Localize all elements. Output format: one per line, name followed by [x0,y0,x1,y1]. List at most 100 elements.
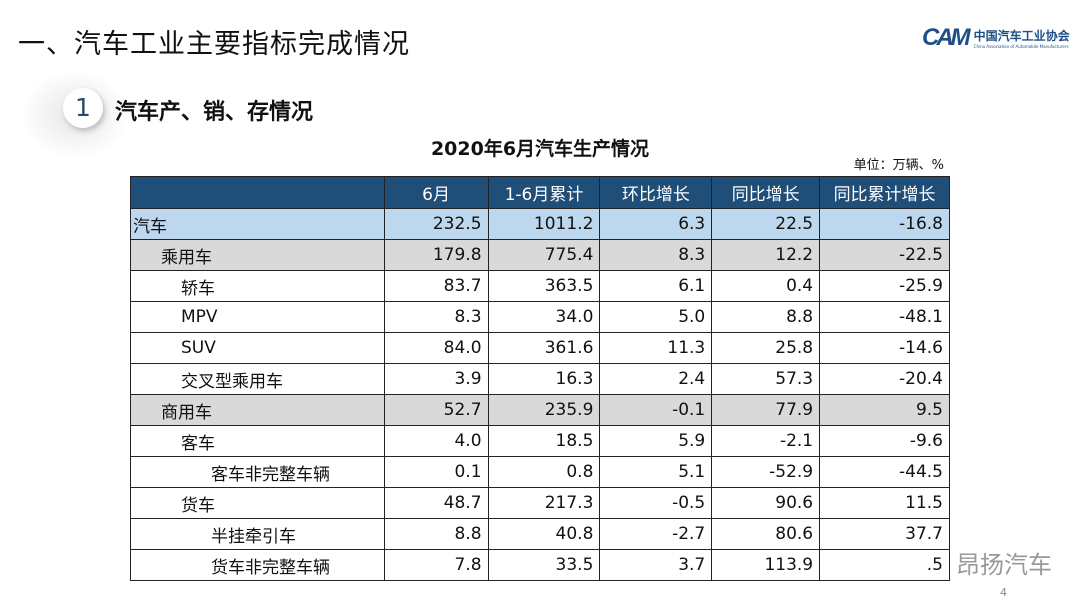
production-table: 6月 1-6月累计 环比增长 同比增长 同比累计增长 汽车 232.5 1011.2 6.3 2… [130,176,950,581]
cell-value: -2.1 [711,425,821,457]
cell-value: 361.6 [487,332,601,364]
cell-value: 8.3 [383,301,489,333]
table-row: 货车 48.7 217.3 -0.5 90.6 11.5 [130,487,950,519]
cell-value: -25.9 [819,270,950,302]
cell-value: 6.3 [599,208,713,240]
cell-value: 52.7 [383,394,489,426]
cell-value: 11.5 [819,487,950,519]
cell-value: 113.9 [711,549,821,581]
logo-mark: CAM [922,24,971,51]
cell-value: 4.0 [383,425,489,457]
section-number: 1 [63,88,103,128]
cell-value: 33.5 [487,549,601,581]
cell-value: 5.9 [599,425,713,457]
cell-value: -48.1 [819,301,950,333]
table-row: 乘用车 179.8 775.4 8.3 12.2 -22.5 [130,239,950,271]
watermark: 昂扬汽车 [956,551,1052,579]
cell-value: -14.6 [819,332,950,364]
row-label: SUV [130,332,385,364]
logo-en: China Association of Automobile Manufact… [973,44,1069,49]
cell-value: 90.6 [711,487,821,519]
row-label: 客车 [130,425,385,457]
cell-value: -44.5 [819,456,950,488]
column-header: 同比累计增长 [819,176,950,209]
cell-value: -20.4 [819,363,950,395]
row-label: 客车非完整车辆 [130,456,385,488]
cell-value: 3.7 [599,549,713,581]
row-label: 商用车 [130,394,385,426]
cell-value: 16.3 [487,363,601,395]
cell-value: -16.8 [819,208,950,240]
cell-value: 57.3 [711,363,821,395]
column-header: 6月 [383,176,489,209]
table-row: 客车非完整车辆 0.1 0.8 5.1 -52.9 -44.5 [130,456,950,488]
cell-value: -52.9 [711,456,821,488]
cell-value: -22.5 [819,239,950,271]
cell-value: 25.8 [711,332,821,364]
table-row: 客车 4.0 18.5 5.9 -2.1 -9.6 [130,425,950,457]
row-label: 交叉型乘用车 [130,363,385,395]
cell-value: 18.5 [487,425,601,457]
cell-value: 0.4 [711,270,821,302]
cell-value: .5 [819,549,950,581]
row-label: 轿车 [130,270,385,302]
table-title: 2020年6月汽车生产情况 [430,138,650,160]
table-row: 商用车 52.7 235.9 -0.1 77.9 9.5 [130,394,950,426]
cell-value: 37.7 [819,518,950,550]
column-header: 环比增长 [599,176,713,209]
table-unit: 单位：万辆、% [853,158,944,173]
cell-value: 179.8 [383,239,489,271]
cell-value: 84.0 [383,332,489,364]
cell-value: 363.5 [487,270,601,302]
table-row: 货车非完整车辆 7.8 33.5 3.7 113.9.5 [130,549,950,581]
logo-cn: 中国汽车工业协会 [973,29,1070,43]
table-row: 半挂牵引车 8.8 40.8 -2.7 80.6 37.7 [130,518,950,550]
cell-value: 7.8 [383,549,489,581]
logo: CAM 中国汽车工业协会 China Association of Automo… [922,24,1070,52]
header-row: 6月 1-6月累计 环比增长 同比增长 同比累计增长 [130,176,950,209]
row-label: 乘用车 [130,239,385,271]
column-header: 1-6月累计 [487,176,601,209]
cell-value: 48.7 [383,487,489,519]
cell-value: -9.6 [819,425,950,457]
cell-value: 217.3 [487,487,601,519]
table-row: 汽车 232.5 1011.2 6.3 22.5 -16.8 [130,208,950,240]
table-row: 交叉型乘用车 3.9 16.3 2.4 57.3 -20.4 [130,363,950,395]
cell-value: 8.3 [599,239,713,271]
row-label: 半挂牵引车 [130,518,385,550]
column-header: 同比增长 [711,176,821,209]
cell-value: 8.8 [383,518,489,550]
page-number: 4 [1000,586,1007,599]
cell-value: 775.4 [487,239,601,271]
row-label: 货车 [130,487,385,519]
cell-value: 34.0 [487,301,601,333]
row-label: 汽车 [130,208,385,240]
cell-value: -0.1 [599,394,713,426]
cell-value: 3.9 [383,363,489,395]
table-row: SUV 84.0 361.6 11.3 25.8 -14.6 [130,332,950,364]
cell-value: 0.1 [383,456,489,488]
cell-value: 5.0 [599,301,713,333]
cell-value: -0.5 [599,487,713,519]
cell-value: 6.1 [599,270,713,302]
cell-value: 80.6 [711,518,821,550]
row-label: 货车非完整车辆 [130,549,385,581]
cell-value: 77.9 [711,394,821,426]
cell-value: 40.8 [487,518,601,550]
cell-value: 235.9 [487,394,601,426]
cell-value: 1011.2 [487,208,601,240]
cell-value: 0.8 [487,456,601,488]
cell-value: 2.4 [599,363,713,395]
cell-value: 9.5 [819,394,950,426]
row-label: MPV [130,301,385,333]
cell-value: 11.3 [599,332,713,364]
cell-value: 22.5 [711,208,821,240]
page-title: 一、汽车工业主要指标完成情况 [18,29,410,60]
column-header [130,176,385,209]
cell-value: -2.7 [599,518,713,550]
cell-value: 12.2 [711,239,821,271]
table-row: 轿车 83.7 363.5 6.1 0.4 -25.9 [130,270,950,302]
section-title: 汽车产、销、存情况 [115,100,314,125]
cell-value: 83.7 [383,270,489,302]
table-row: MPV 8.3 34.0 5.0 8.8 -48.1 [130,301,950,333]
